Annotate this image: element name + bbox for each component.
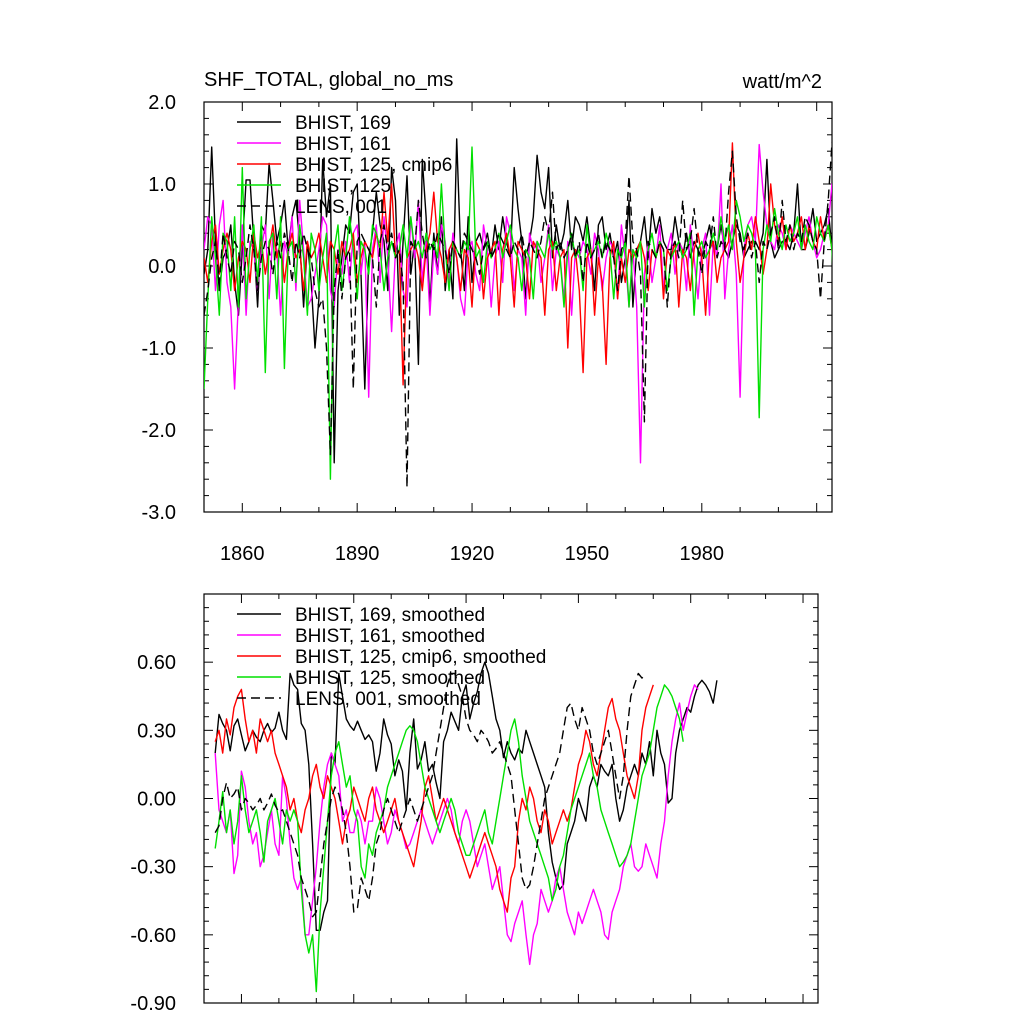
legend-label: BHIST, 125, cmip6, smoothed — [295, 647, 546, 668]
series-line — [204, 138, 832, 489]
y-tick-label: -1.0 — [142, 338, 176, 360]
series-line — [214, 661, 718, 931]
bottom-chart-panel: -0.90 -0.60 -0.30 0.00 0.30 0.60 BHIST, 169, s… — [130, 593, 819, 1015]
legend-label: BHIST, 125 — [295, 176, 391, 197]
legend-label: BHIST, 125, cmip6 — [295, 155, 452, 176]
x-tick-label: 1950 — [565, 543, 610, 565]
legend-label: BHIST, 161, smoothed — [295, 626, 485, 647]
series-group — [204, 138, 832, 489]
y-tick-label: -2.0 — [142, 420, 176, 442]
legend-label: LENS, 001 — [295, 197, 387, 218]
plot-frame — [203, 101, 833, 513]
chart-title: SHF_TOTAL, global_no_ms — [204, 69, 453, 91]
y-tick-label: 0.0 — [148, 256, 176, 278]
y-tick-label: -3.0 — [142, 502, 176, 524]
series-line — [214, 672, 647, 918]
y-tick-label: 0.00 — [137, 789, 176, 811]
legend-label: LENS, 001, smoothed — [295, 689, 481, 710]
y-tick-label: -0.30 — [130, 857, 176, 879]
legend-label: BHIST, 125, smoothed — [295, 668, 485, 689]
y-tick-label: 0.60 — [137, 652, 176, 674]
series-line — [214, 684, 654, 913]
x-tick-label: 1890 — [335, 543, 380, 565]
series-line — [204, 146, 832, 480]
y-tick-label: -0.60 — [130, 925, 176, 947]
series-line — [214, 684, 684, 993]
legend-label: BHIST, 169, smoothed — [295, 605, 485, 626]
series-group — [214, 661, 718, 993]
y-tick-label: 1.0 — [148, 174, 176, 196]
y-tick-label: 2.0 — [148, 92, 176, 114]
units-label: watt/m^2 — [742, 71, 822, 93]
top-chart-panel: 1860 1890 1920 1950 1980 -3.0 -2.0 -1.0 0.0 1.0 2.… — [142, 69, 833, 565]
x-tick-label: 1860 — [220, 543, 265, 565]
legend-label: BHIST, 169 — [295, 113, 391, 134]
y-tick-label: 0.30 — [137, 720, 176, 742]
y-tick-label: -0.90 — [130, 993, 176, 1015]
x-tick-label: 1980 — [680, 543, 725, 565]
x-tick-label: 1920 — [450, 543, 495, 565]
legend-label: BHIST, 161 — [295, 134, 391, 155]
